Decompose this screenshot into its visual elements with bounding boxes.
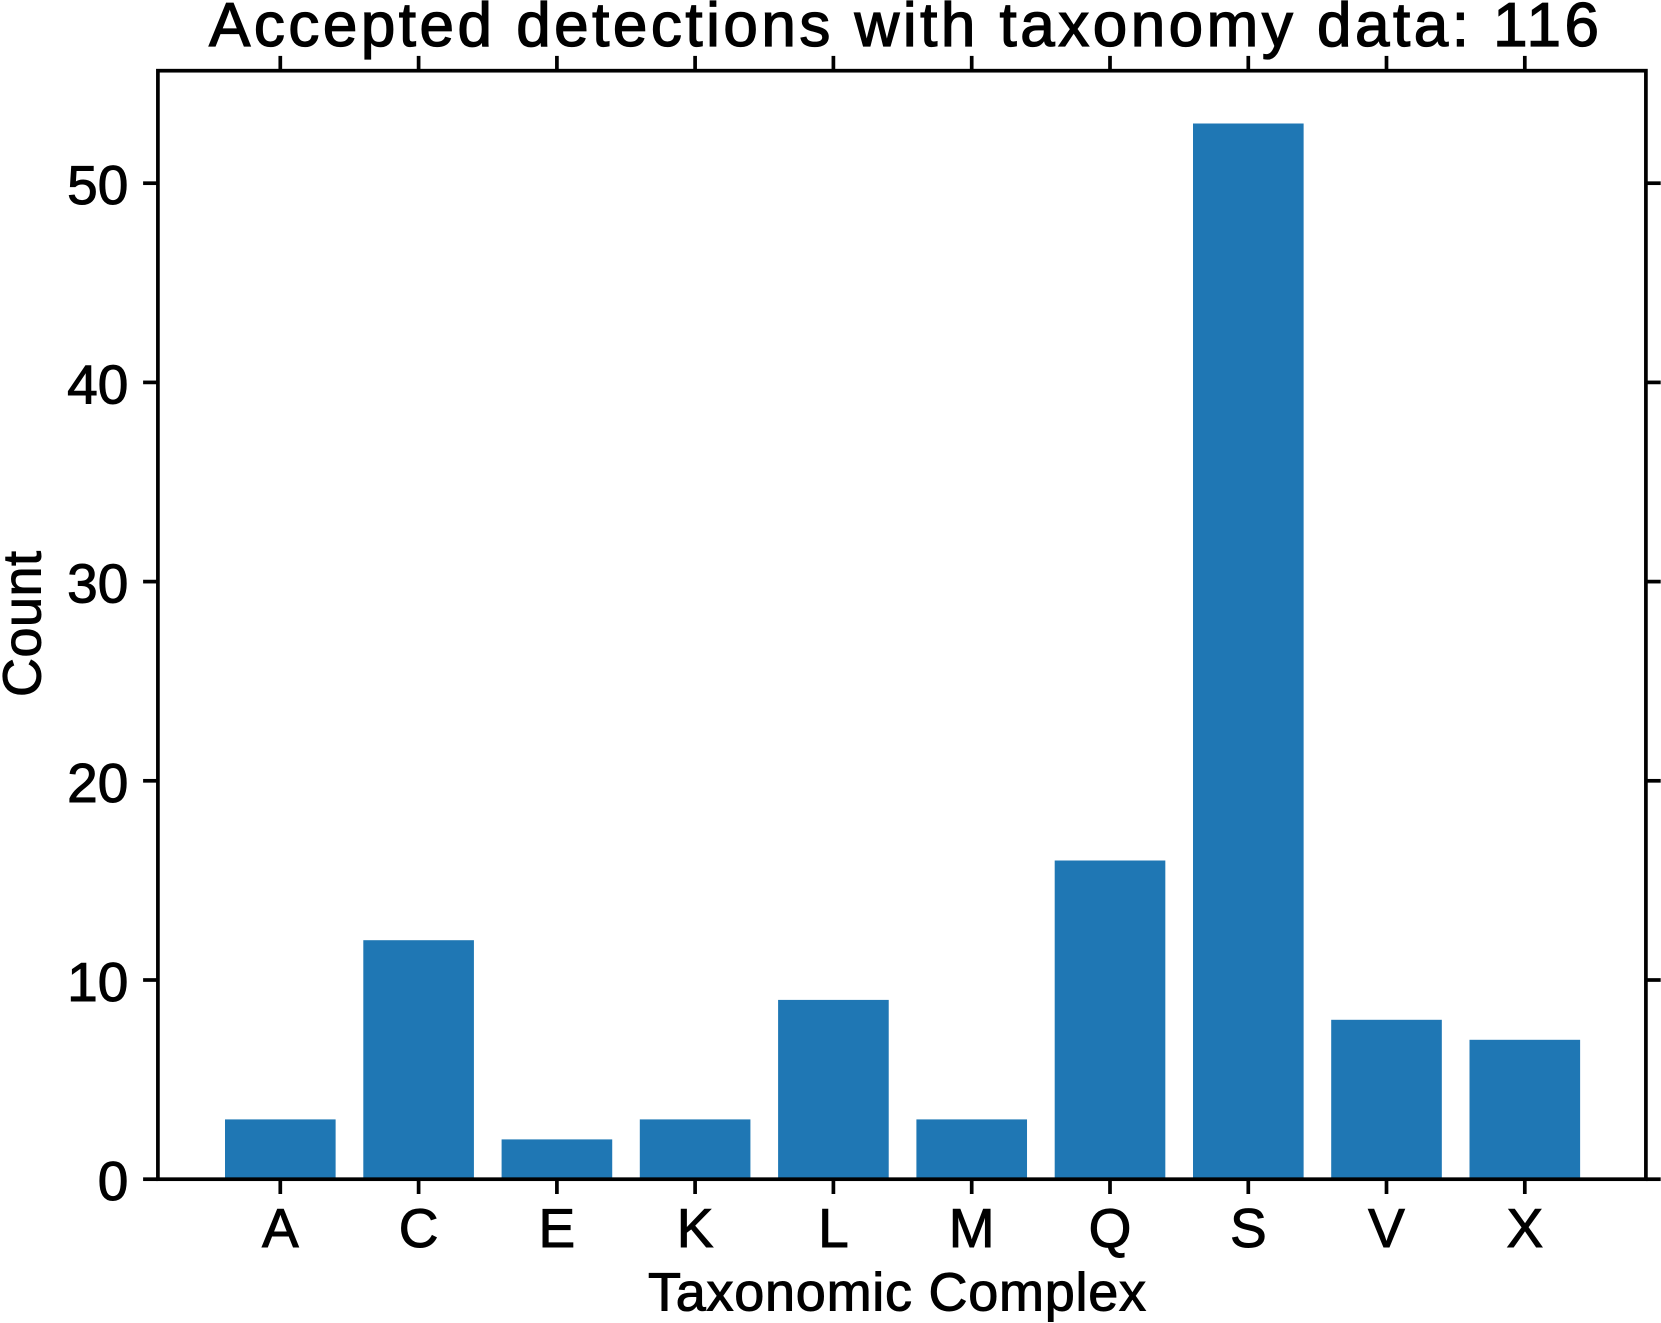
svg-text:Count: Count — [0, 551, 53, 697]
svg-text:30: 30 — [67, 553, 128, 615]
svg-text:40: 40 — [67, 353, 128, 415]
svg-text:Accepted detections with taxon: Accepted detections with taxonomy data: … — [209, 0, 1599, 60]
svg-text:10: 10 — [67, 951, 128, 1013]
svg-text:X: X — [1506, 1197, 1543, 1259]
svg-text:S: S — [1230, 1197, 1267, 1259]
svg-text:L: L — [818, 1197, 849, 1259]
svg-text:0: 0 — [98, 1150, 129, 1212]
svg-text:20: 20 — [67, 752, 128, 814]
svg-text:K: K — [677, 1197, 714, 1259]
svg-text:Taxonomic Complex: Taxonomic Complex — [648, 1263, 1146, 1323]
svg-text:V: V — [1368, 1197, 1405, 1259]
svg-text:E: E — [539, 1197, 576, 1259]
svg-text:C: C — [399, 1197, 439, 1259]
svg-text:50: 50 — [67, 154, 128, 216]
svg-text:Q: Q — [1089, 1197, 1132, 1259]
svg-text:A: A — [262, 1197, 299, 1259]
svg-text:M: M — [949, 1197, 995, 1259]
